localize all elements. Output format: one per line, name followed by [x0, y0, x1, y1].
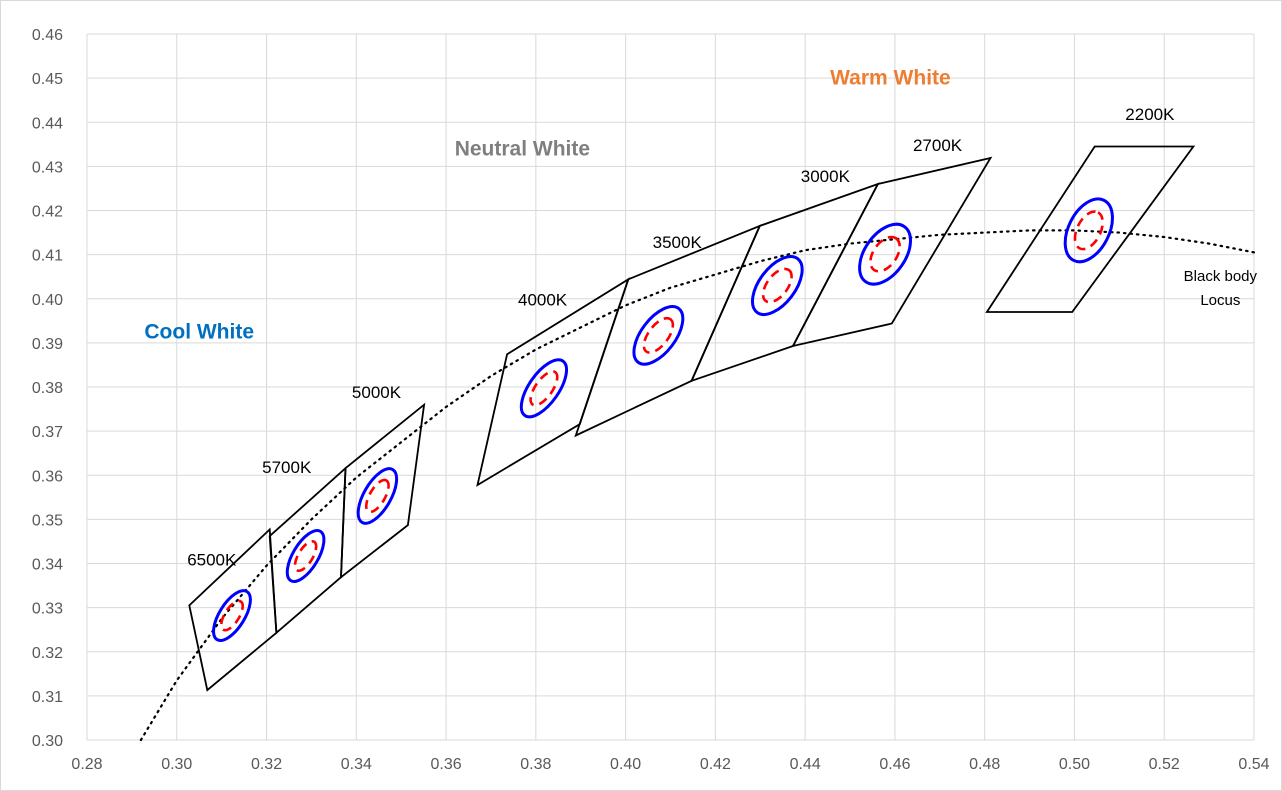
cct-label: 2700K [913, 136, 963, 155]
cct-label: 5700K [262, 458, 312, 477]
x-tick-label: 0.28 [71, 756, 102, 773]
x-tick-label: 0.44 [790, 756, 821, 773]
cct-bin-5000k [340, 402, 426, 580]
x-tick-label: 0.40 [610, 756, 641, 773]
region-label: Cool White [144, 320, 254, 343]
y-tick-label: 0.40 [32, 292, 63, 309]
cct-label: 5000K [352, 383, 402, 402]
ansi-quadrangle [574, 224, 762, 438]
x-tick-label: 0.42 [700, 756, 731, 773]
ansi-quadrangle [985, 145, 1196, 313]
y-tick-label: 0.43 [32, 159, 63, 176]
y-tick-label: 0.38 [32, 380, 63, 397]
x-tick-label: 0.54 [1238, 756, 1269, 773]
cct-bin-3500k [574, 224, 762, 438]
region-label: Warm White [830, 67, 951, 90]
macadam-outer-ellipse [519, 358, 569, 419]
macadam-outer-ellipse [356, 467, 399, 525]
macadam-inner-ellipse [529, 370, 559, 407]
locus-label-line: Locus [1200, 292, 1240, 309]
macadam-inner-ellipse [761, 267, 793, 304]
region-label: Neutral White [455, 137, 590, 160]
y-tick-label: 0.42 [32, 204, 63, 221]
macadam-inner-ellipse [364, 478, 390, 514]
macadam-outer-ellipse [1063, 197, 1114, 264]
grid-layer: 0.28 0.30 0.32 0.34 0.36 0.38 0.40 0.42 0.44 0.46… [32, 27, 1270, 773]
macadam-outer-ellipse [751, 255, 804, 316]
x-tick-label: 0.36 [431, 756, 462, 773]
cct-bin-3000k [689, 182, 880, 383]
x-tick-label: 0.50 [1059, 756, 1090, 773]
macadam-inner-ellipse [219, 599, 244, 632]
macadam-outer-ellipse [285, 529, 326, 583]
macadam-outer-ellipse [858, 222, 912, 286]
y-tick-label: 0.31 [32, 689, 63, 706]
macadam-outer-ellipse [632, 305, 685, 366]
cct-bins-layer [188, 145, 1196, 692]
y-tick-label: 0.32 [32, 645, 63, 662]
macadam-inner-ellipse [293, 539, 318, 573]
y-tick-label: 0.36 [32, 468, 63, 485]
cct-label: 4000K [518, 290, 568, 309]
macadam-outer-ellipse [212, 589, 252, 642]
y-tick-label: 0.46 [32, 27, 63, 44]
x-tick-label: 0.48 [969, 756, 1000, 773]
y-tick-label: 0.34 [32, 557, 63, 574]
locus-label-line: Black body [1184, 268, 1258, 285]
x-tick-label: 0.34 [341, 756, 372, 773]
y-tick-label: 0.37 [32, 424, 63, 441]
cct-label: 3000K [801, 167, 851, 186]
cct-bin-2700k [791, 156, 993, 348]
x-tick-label: 0.52 [1149, 756, 1180, 773]
x-tick-label: 0.46 [879, 756, 910, 773]
cct-label: 6500K [187, 551, 237, 570]
ansi-quadrangle [340, 402, 426, 580]
cct-label: 3500K [653, 233, 703, 252]
y-tick-label: 0.35 [32, 512, 63, 529]
y-tick-label: 0.30 [32, 733, 63, 750]
x-tick-label: 0.32 [251, 756, 282, 773]
cct-label: 2200K [1125, 105, 1175, 124]
y-tick-label: 0.33 [32, 601, 63, 618]
ansi-quadrangle [791, 156, 993, 348]
labels-layer: 6500K 5700K 5000K 4000K 3500K 3000K 2700K 2200K… [144, 67, 1257, 570]
ansi-quadrangle [689, 182, 880, 383]
x-tick-label: 0.38 [520, 756, 551, 773]
black-body-locus-line [139, 229, 1256, 742]
ansi-quadrangle [476, 277, 630, 487]
cct-bin-4000k [476, 277, 630, 487]
y-tick-label: 0.41 [32, 248, 63, 265]
y-tick-label: 0.39 [32, 336, 63, 353]
x-tick-label: 0.30 [161, 756, 192, 773]
y-tick-label: 0.45 [32, 71, 63, 88]
black-body-locus-layer [139, 229, 1256, 742]
macadam-inner-ellipse [642, 316, 675, 354]
macadam-inner-ellipse [869, 235, 901, 273]
cct-bin-2200k [985, 145, 1196, 313]
y-tick-label: 0.44 [32, 115, 63, 132]
